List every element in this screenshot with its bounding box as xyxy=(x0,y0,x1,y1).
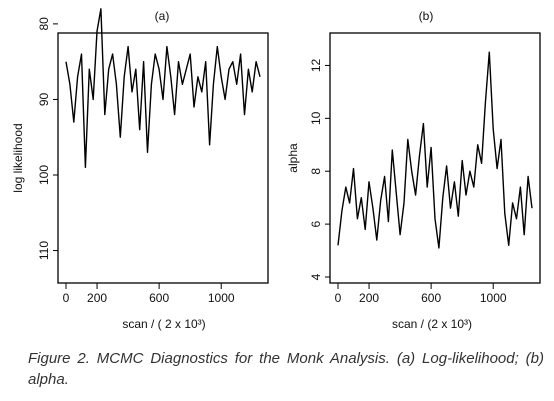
panel-b-frame xyxy=(329,32,541,284)
figure-caption: Figure 2. MCMC Diagnostics for the Monk … xyxy=(28,350,544,388)
panel-a-ylabel: log likelihood xyxy=(11,123,25,192)
panel-a-xtick-label: 1000 xyxy=(208,291,235,305)
panel-a-xtick-label: 0 xyxy=(63,291,70,305)
panel-b-trace xyxy=(337,51,533,249)
panel-b-ytick-label: 12 xyxy=(309,58,323,72)
panel-a-frame xyxy=(57,32,269,284)
panel-b-xtick-label: 200 xyxy=(359,291,379,305)
panel-b-ytick-label: 6 xyxy=(309,220,323,227)
panel-b-title: (b) xyxy=(419,9,434,23)
panel-b-xlabel: scan / (2 x 10³) xyxy=(392,317,472,331)
panel-b-xtick-label: 0 xyxy=(335,291,342,305)
panel-b-xtick-label: 1000 xyxy=(480,291,507,305)
panel-b-ytick-label: 8 xyxy=(309,168,323,175)
panel-a-xlabel: scan / ( 2 x 10³) xyxy=(122,317,205,331)
panel-b: (b) 4 6 8 10 12 0 200 600 1000 scan / (2 x 10³)… xyxy=(286,9,541,331)
panel-b-ytick-label: 4 xyxy=(309,273,323,280)
panel-a-title: (a) xyxy=(155,9,170,23)
panel-a-ytick-label: 80 xyxy=(37,17,51,31)
panel-b-xtick-label: 600 xyxy=(421,291,441,305)
panel-a: (a) 80 90 100 110 0 200 600 1000 scan / ( 2 x … xyxy=(11,8,269,331)
panel-b-ytick-label: 10 xyxy=(309,111,323,125)
panel-b-ylabel: alpha xyxy=(286,143,300,173)
panel-a-ytick-label: 90 xyxy=(37,92,51,106)
panel-a-ytick-label: 110 xyxy=(37,241,51,260)
panel-a-xtick-label: 200 xyxy=(87,291,107,305)
panel-a-xtick-label: 600 xyxy=(149,291,169,305)
panel-a-ytick-label: 100 xyxy=(37,165,51,185)
panel-a-trace xyxy=(65,8,261,169)
